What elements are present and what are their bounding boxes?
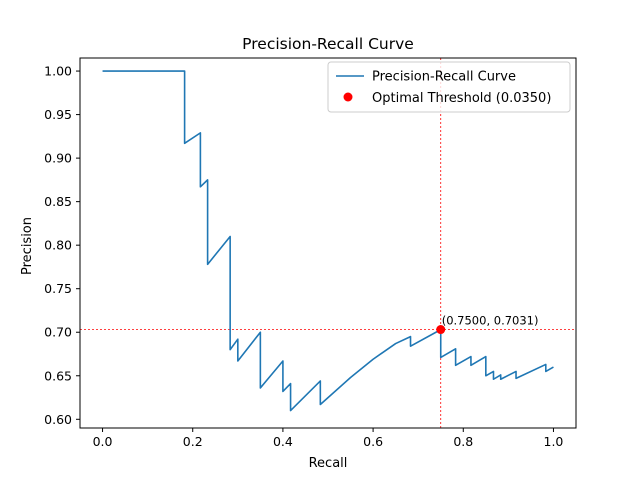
y-tick-label: 0.60 (44, 412, 72, 427)
y-tick-label: 1.00 (44, 64, 72, 79)
series-line-precision-recall (102, 70, 554, 412)
y-tick-label: 0.65 (44, 368, 72, 383)
y-tick-label: 0.75 (44, 281, 72, 296)
plot-area: (0.7500, 0.7031) 0.0 0.2 0.4 0.6 0.8 1.0 0.60 0.… (44, 57, 577, 449)
legend-box (327, 61, 571, 113)
legend-marker-swatch (343, 92, 353, 102)
axes-frame (79, 57, 577, 429)
y-tick-label: 0.85 (44, 194, 72, 209)
x-tick-label: 0.6 (363, 434, 383, 449)
x-tick-label: 1.0 (544, 434, 564, 449)
x-axis-label: Recall (309, 456, 348, 471)
x-tick-label: 0.8 (453, 434, 473, 449)
y-tick-label: 0.80 (44, 238, 72, 253)
y-tick-label: 0.70 (44, 325, 72, 340)
optimal-point-label: (0.7500, 0.7031) (442, 314, 539, 328)
x-tick-label: 0.0 (93, 434, 113, 449)
legend-label-optimal: Optimal Threshold (0.0350) (372, 91, 551, 106)
legend: Precision-Recall Curve Optimal Threshold… (327, 61, 571, 113)
y-tick-label: 0.90 (44, 151, 72, 166)
chart-title: Precision-Recall Curve (242, 35, 414, 53)
x-tick-label: 0.2 (183, 434, 203, 449)
x-tick-label: 0.4 (273, 434, 293, 449)
optimal-threshold-point (436, 325, 446, 335)
y-tick-label: 0.95 (44, 107, 72, 122)
legend-label-curve: Precision-Recall Curve (372, 70, 516, 85)
y-axis-label: Precision (20, 217, 35, 275)
